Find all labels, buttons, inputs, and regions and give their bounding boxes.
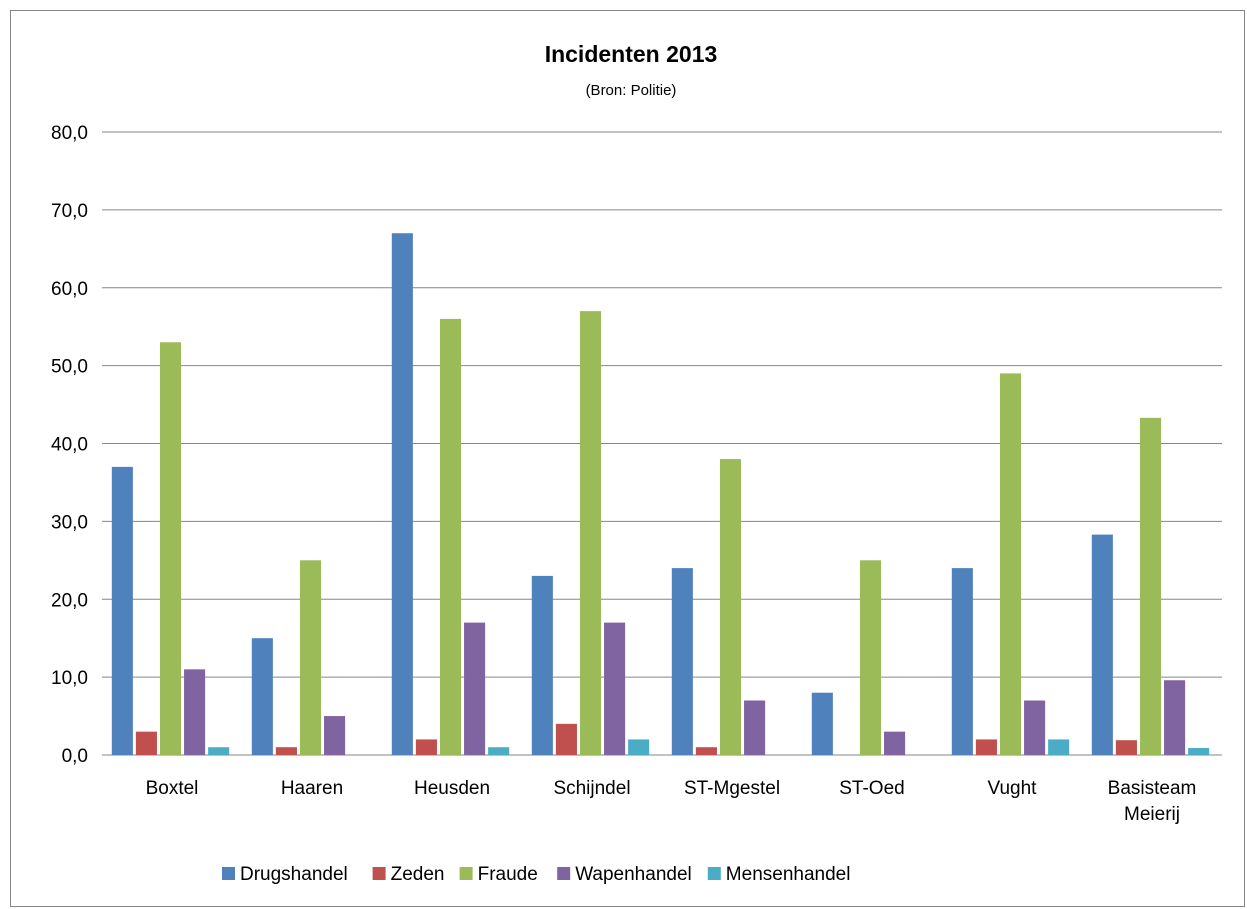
category-label: Schijndel (553, 778, 630, 799)
category-label: Heusden (414, 778, 490, 799)
bar-zeden-3 (555, 723, 577, 755)
y-tick-label: 20,0 (51, 590, 88, 611)
bar-fraude-6 (999, 373, 1022, 755)
legend-swatch (459, 867, 473, 880)
bar-mensenhandel-2 (488, 747, 510, 755)
bar-zeden-1 (275, 747, 297, 755)
bar-drugshandel-4 (671, 568, 693, 755)
category-label: ST-Oed (839, 778, 904, 799)
bar-drugshandel-2 (391, 233, 413, 756)
y-tick-label: 50,0 (51, 357, 88, 378)
bar-zeden-0 (135, 731, 157, 755)
bar-wapenhandel-5 (884, 731, 906, 755)
x-axis-categories: Boxtel Haaren Heusden Schijndel ST-Mgestel ST… (146, 778, 1197, 825)
y-tick-label: 40,0 (51, 435, 88, 456)
bar-drugshandel-3 (531, 575, 553, 755)
legend-label: Mensenhandel (726, 864, 851, 885)
category-label: Boxtel (146, 778, 199, 799)
y-tick-label: 0,0 (62, 746, 88, 767)
legend-swatch (372, 867, 386, 880)
bar-wapenhandel-4 (744, 700, 766, 755)
bar-zeden-4 (695, 747, 717, 755)
y-tick-label: 30,0 (51, 512, 88, 533)
bar-wapenhandel-1 (324, 716, 346, 755)
bar-wapenhandel-2 (464, 622, 486, 755)
bar-fraude-2 (439, 318, 462, 755)
y-axis-ticks: 0,0 10,0 20,0 30,0 40,0 50,0 60,0 70,0 80,0 (51, 123, 88, 767)
bar-wapenhandel-7 (1164, 680, 1186, 755)
legend: Drugshandel Zeden Fraude Wapenhandel Mensenh… (222, 864, 850, 885)
legend-swatch (557, 867, 571, 880)
chart-subtitle: (Bron: Politie) (586, 82, 677, 99)
category-label: ST-Mgestel (684, 778, 780, 799)
chart-frame (10, 10, 1245, 907)
bar-zeden-6 (975, 739, 997, 755)
legend-label: Zeden (391, 864, 445, 885)
bar-zeden-7 (1115, 740, 1137, 755)
bar-drugshandel-5 (811, 692, 833, 755)
y-tick-label: 80,0 (51, 123, 88, 144)
bar-fraude-1 (299, 560, 322, 755)
legend-item-fraude: Fraude (459, 864, 538, 885)
chart-title: Incidenten 2013 (545, 41, 718, 67)
bar-mensenhandel-3 (628, 739, 650, 755)
legend-item-zeden: Zeden (372, 864, 445, 885)
bar-drugshandel-0 (111, 466, 133, 755)
category-label: Vught (988, 778, 1038, 799)
bar-wapenhandel-0 (184, 669, 206, 755)
bar-mensenhandel-6 (1048, 739, 1070, 755)
bar-drugshandel-6 (951, 568, 973, 755)
bar-drugshandel-7 (1091, 534, 1113, 755)
legend-item-mensenhandel: Mensenhandel (707, 864, 851, 885)
bar-wapenhandel-3 (604, 622, 626, 755)
legend-item-wapenhandel: Wapenhandel (557, 864, 692, 885)
bar-zeden-2 (415, 739, 437, 755)
bar-mensenhandel-7 (1188, 747, 1210, 755)
legend-label: Drugshandel (240, 864, 348, 885)
bar-fraude-5 (859, 560, 882, 755)
bar-fraude-0 (159, 342, 182, 755)
y-tick-label: 10,0 (51, 668, 88, 689)
bar-fraude-4 (719, 459, 742, 755)
legend-label: Wapenhandel (575, 864, 692, 885)
legend-swatch (707, 867, 721, 880)
y-tick-label: 60,0 (51, 279, 88, 300)
bar-mensenhandel-0 (208, 747, 230, 755)
bar-fraude-3 (579, 311, 602, 755)
category-label: Basisteam Meierij (1108, 778, 1197, 825)
legend-label: Fraude (478, 864, 538, 885)
legend-item-drugshandel: Drugshandel (222, 864, 348, 885)
bars (111, 233, 1210, 756)
bar-fraude-7 (1139, 417, 1162, 755)
category-label: Haaren (281, 778, 343, 799)
bar-wapenhandel-6 (1024, 700, 1046, 755)
y-tick-label: 70,0 (51, 201, 88, 222)
legend-swatch (222, 867, 235, 880)
bar-drugshandel-1 (251, 638, 273, 755)
